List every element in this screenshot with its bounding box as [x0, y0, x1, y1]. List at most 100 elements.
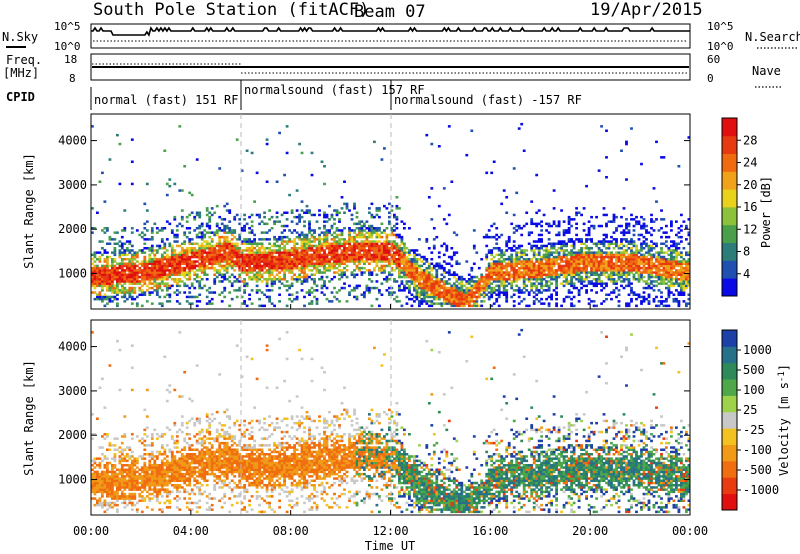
power-cell [435, 286, 439, 290]
power-cell [218, 280, 222, 283]
power-cell [318, 247, 321, 250]
power-cell [113, 247, 117, 250]
power-cell [203, 284, 207, 288]
power-cell [682, 289, 686, 292]
power-cell [505, 244, 509, 248]
power-cell [560, 244, 563, 248]
power-cell [170, 255, 174, 259]
power-cell [138, 266, 142, 270]
power-cell [320, 258, 324, 261]
power-cell [487, 286, 491, 290]
power-cell [323, 249, 326, 252]
power-cell [300, 247, 304, 250]
power-cell [602, 242, 606, 245]
power-cell [645, 280, 648, 283]
power-cell [180, 258, 184, 261]
power-cell [647, 286, 651, 290]
power-cell [413, 264, 416, 268]
power-cell [555, 282, 558, 285]
power-cell [298, 266, 301, 270]
power-cell [665, 300, 668, 303]
power-cell [408, 253, 411, 257]
power-cell [328, 229, 331, 232]
power-cell [425, 282, 429, 285]
power-cell [395, 215, 399, 219]
power-cell [622, 251, 626, 254]
power-cell [505, 284, 509, 288]
power-cell [622, 286, 626, 290]
power-cell [273, 264, 276, 268]
power-cell [116, 266, 119, 270]
power-cell [98, 280, 102, 283]
power-cell [647, 295, 651, 299]
power-cell [315, 264, 319, 268]
y-tick-label: 4000 [58, 134, 87, 148]
power-cell [218, 215, 222, 219]
power-cell [158, 282, 162, 285]
power-cell [657, 278, 661, 281]
power-cell [253, 233, 256, 237]
power-cell [253, 262, 256, 265]
power-cell [403, 253, 406, 257]
power-cell [432, 244, 436, 248]
power-cell [335, 291, 339, 294]
power-cell [435, 275, 439, 279]
power-cell [632, 269, 636, 272]
power-cell [298, 251, 301, 254]
power-cell [385, 275, 389, 279]
power-cell [198, 213, 202, 217]
power-cell [228, 258, 232, 261]
power-cell [675, 289, 678, 292]
power-cell [687, 269, 691, 272]
power-cell [148, 282, 152, 285]
power-cell [620, 284, 623, 288]
power-cell [113, 275, 117, 279]
power-cell [398, 269, 401, 272]
power-cell [198, 227, 202, 230]
power-cell [213, 253, 217, 257]
power-cell [148, 260, 152, 263]
power-cell [547, 266, 551, 270]
power-cell [652, 297, 656, 301]
power-cell [492, 264, 496, 268]
power-cell [113, 260, 117, 263]
power-cell [313, 255, 316, 259]
power-cell [363, 293, 366, 296]
power-cell [375, 280, 379, 283]
power-cell [116, 280, 119, 283]
power-cell [650, 258, 653, 261]
power-cell [308, 242, 311, 245]
power-cell [340, 253, 344, 257]
power-cell [180, 215, 184, 219]
power-cell [517, 273, 521, 276]
power-cell [390, 247, 394, 250]
power-cell [452, 286, 456, 290]
power-cell [253, 278, 256, 281]
power-cell [500, 266, 504, 270]
power-cell [178, 255, 182, 259]
power-cell [662, 264, 666, 268]
power-cell [258, 258, 261, 261]
power-cell [298, 255, 301, 259]
power-cell [570, 278, 573, 281]
power-cell [248, 227, 251, 230]
power-cell [248, 231, 251, 234]
power-cell [375, 213, 379, 217]
power-cell [158, 258, 162, 261]
power-cell [313, 295, 316, 299]
power-cell [590, 271, 593, 274]
power-cell [123, 278, 127, 281]
power-cell [153, 280, 157, 283]
power-cell [108, 280, 112, 283]
power-cell [163, 284, 167, 288]
power-cell [610, 258, 613, 261]
power-cell [400, 289, 404, 292]
power-cell [682, 291, 686, 294]
power-cell [535, 293, 539, 296]
power-cell [400, 258, 404, 261]
power-cell [340, 196, 344, 199]
power-cell [395, 260, 399, 263]
power-cell [360, 258, 364, 261]
power-cell [635, 249, 638, 252]
power-cell [497, 280, 501, 283]
